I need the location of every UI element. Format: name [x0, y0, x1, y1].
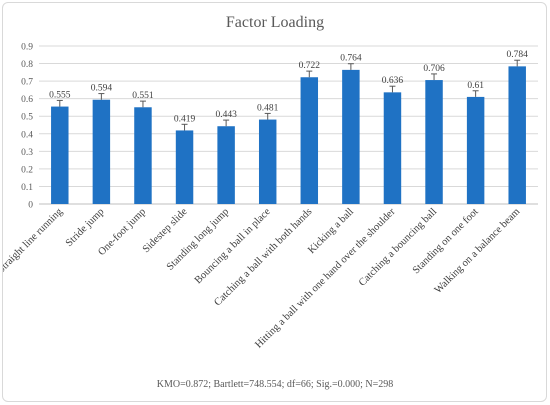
gridlines: [39, 45, 538, 205]
y-tick-label: 0.6: [21, 95, 33, 105]
bar: [383, 92, 402, 204]
bars: [51, 66, 526, 205]
data-label: 0.555: [49, 90, 71, 100]
y-tick-label: 0.5: [21, 113, 33, 123]
bar: [217, 126, 235, 204]
bar: [466, 96, 485, 204]
data-label: 0.722: [299, 61, 321, 71]
factor-loading-chart: Factor Loading 0 0.1 0.2 0.3 0.4 0.5 0.6 0.7 0.8…: [3, 14, 538, 390]
y-tick-label: 0.8: [21, 60, 33, 70]
data-label: 0.636: [382, 76, 404, 86]
bar: [134, 107, 152, 204]
x-category-label: Bouncing a ball in place: [193, 206, 273, 286]
y-tick-label: 0.4: [21, 130, 33, 140]
chart-title: Factor Loading: [226, 14, 324, 31]
chart-frame: Factor Loading 0 0.1 0.2 0.3 0.4 0.5 0.6 0.7 0.8…: [2, 2, 547, 402]
data-label: 0.764: [340, 54, 362, 64]
bar: [175, 130, 194, 204]
bar: [300, 77, 319, 204]
data-label: 0.61: [467, 81, 484, 91]
data-labels: 0.555 0.594 0.551 0.419 0.443 0.481 0.722 0.764…: [49, 50, 528, 124]
bar: [508, 66, 526, 204]
data-label: 0.551: [132, 91, 154, 101]
data-label: 0.419: [174, 114, 196, 124]
x-category-label: Stride jump: [64, 206, 107, 249]
data-label: 0.706: [423, 64, 445, 74]
y-axis-ticks: 0 0.1 0.2 0.3 0.4 0.5 0.6 0.7 0.8 0.9: [21, 43, 33, 211]
bar: [425, 80, 443, 204]
y-tick-label: 0: [28, 201, 33, 211]
y-tick-label: 0.9: [21, 43, 33, 53]
data-label: 0.481: [257, 103, 279, 113]
bar: [258, 119, 277, 204]
data-label: 0.443: [215, 110, 237, 120]
bar: [92, 99, 111, 204]
y-tick-label: 0.7: [21, 78, 33, 88]
x-category-label: Walking on a balance beam: [433, 206, 523, 296]
statistics-footnote: KMO=0.872; Bartlett=748.554; df=66; Sig.…: [157, 379, 394, 390]
x-category-label: Catching a bouncing ball: [357, 206, 439, 288]
data-label: 0.784: [507, 50, 529, 60]
error-bars: [56, 59, 521, 131]
data-label: 0.594: [91, 84, 113, 94]
y-tick-label: 0.2: [21, 165, 33, 175]
bar: [342, 69, 360, 205]
y-tick-label: 0.1: [21, 183, 33, 193]
x-category-label: Straight line running: [3, 206, 65, 276]
bar: [51, 106, 69, 204]
y-tick-label: 0.3: [21, 148, 33, 158]
